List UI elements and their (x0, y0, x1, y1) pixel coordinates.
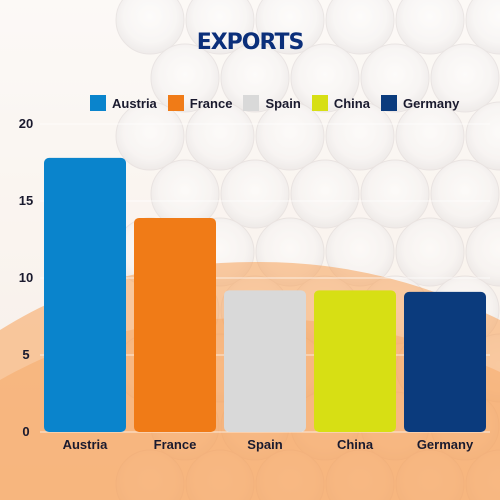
x-tick-label: Germany (417, 437, 474, 452)
bar-china (314, 290, 396, 432)
y-tick-label: 20 (19, 116, 33, 131)
background-roll (185, 0, 255, 55)
background-roll (290, 159, 360, 229)
background-roll (465, 0, 500, 55)
bar-spain (224, 290, 306, 432)
legend-item-spain: Spain (243, 95, 301, 111)
legend-swatch (380, 95, 397, 111)
background-roll (220, 43, 290, 113)
y-tick-label: 10 (19, 270, 33, 285)
background-roll (360, 43, 430, 113)
background-roll (325, 101, 395, 171)
background-roll (360, 159, 430, 229)
bars (44, 157, 486, 432)
legend-item-germany: Germany (380, 95, 460, 111)
background-roll (395, 101, 465, 171)
x-tick-label: Spain (247, 437, 282, 452)
background-roll (220, 159, 290, 229)
background-roll (255, 0, 325, 55)
y-axis-ticks: 0 5 10 15 20 (19, 116, 33, 439)
bar-austria (44, 157, 126, 432)
legend-item-austria: Austria (90, 95, 157, 111)
chart-title: EXPORTS (196, 30, 305, 55)
background-roll (430, 43, 500, 113)
legend-item-france: France (167, 95, 233, 111)
background-roll (325, 0, 395, 55)
background-roll (465, 217, 500, 287)
legend-label: Germany (402, 95, 460, 111)
legend-label: Austria (112, 95, 157, 111)
x-tick-label: China (337, 437, 374, 452)
legend-label: China (333, 95, 370, 111)
legend-item-china: China (311, 95, 370, 111)
background-roll (115, 0, 185, 55)
background-roll (430, 159, 500, 229)
y-tick-label: 5 (22, 347, 29, 362)
background-roll (395, 217, 465, 287)
background-roll (255, 101, 325, 171)
bar-france (134, 217, 216, 432)
legend-swatch (311, 95, 328, 111)
background-roll (465, 101, 500, 171)
legend-label: Spain (265, 95, 301, 111)
legend: Austria France Spain China Germany (90, 94, 470, 112)
y-tick-label: 0 (22, 424, 29, 439)
legend-label: France (189, 95, 233, 111)
x-tick-label: Austria (63, 437, 109, 452)
background-roll (115, 101, 185, 171)
legend-swatch (243, 95, 260, 111)
x-axis-labels: Austria France Spain China Germany (63, 437, 474, 452)
legend-swatch (90, 95, 106, 111)
legend-swatch (167, 95, 184, 111)
bar-germany (404, 291, 486, 432)
background-roll (185, 101, 255, 171)
background-roll (290, 43, 360, 113)
y-tick-label: 15 (19, 193, 33, 208)
x-tick-label: France (154, 437, 197, 452)
background-roll (395, 0, 465, 55)
